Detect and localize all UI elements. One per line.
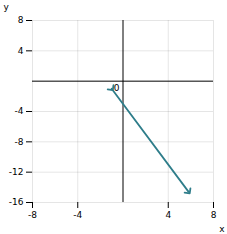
svg-text:-12: -12 bbox=[9, 167, 24, 177]
svg-text:-8: -8 bbox=[15, 137, 24, 147]
svg-text:-8: -8 bbox=[28, 210, 37, 220]
svg-text:-16: -16 bbox=[9, 197, 24, 207]
svg-text:x: x bbox=[219, 224, 225, 234]
svg-text:y: y bbox=[4, 2, 10, 12]
svg-text:4: 4 bbox=[18, 46, 24, 56]
svg-text:8: 8 bbox=[18, 15, 24, 25]
svg-text:0: 0 bbox=[114, 83, 120, 93]
svg-text:-4: -4 bbox=[73, 210, 82, 220]
svg-text:8: 8 bbox=[211, 210, 217, 220]
svg-text:-4: -4 bbox=[15, 106, 24, 116]
svg-text:4: 4 bbox=[165, 210, 171, 220]
